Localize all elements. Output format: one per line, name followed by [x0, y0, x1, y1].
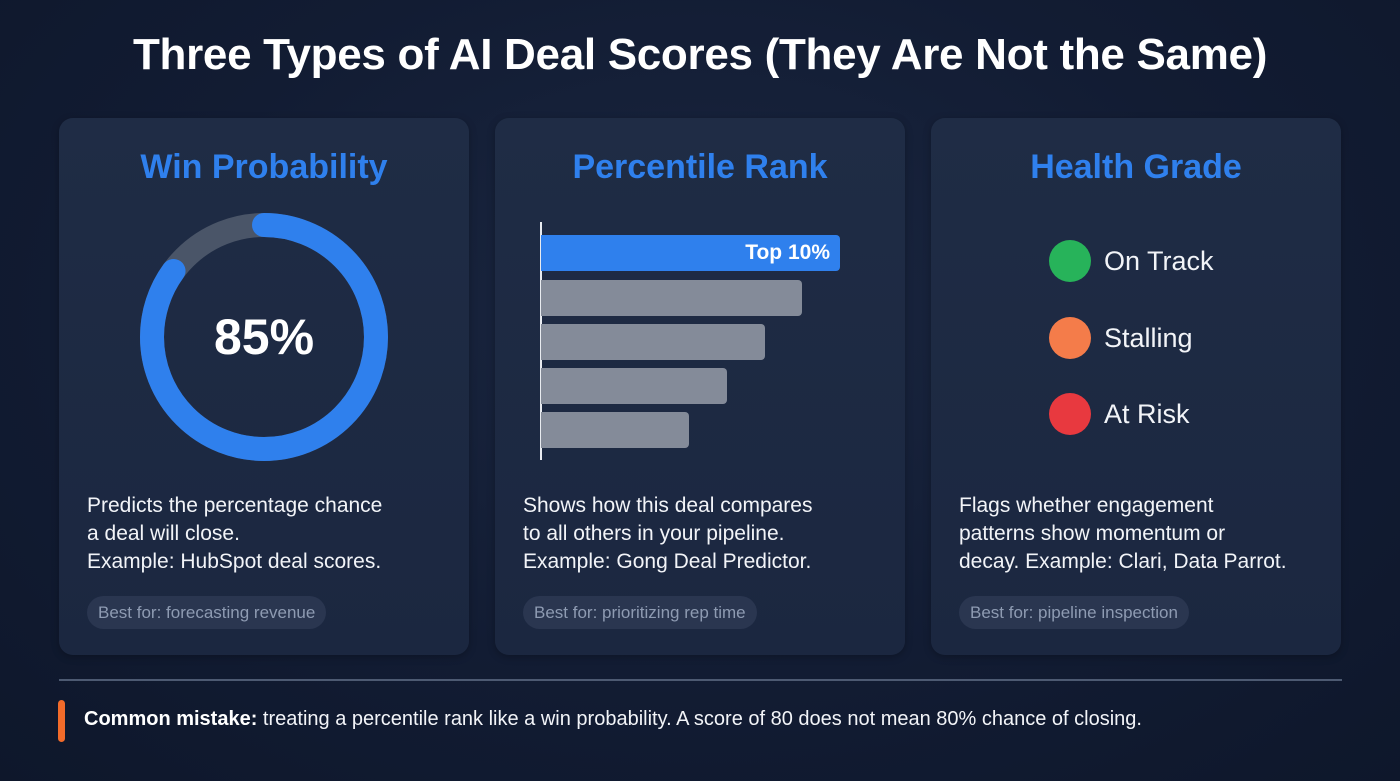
best-for-badge: Best for: pipeline inspection [959, 596, 1189, 629]
card-title: Win Probability [140, 148, 388, 186]
status-at-risk: At Risk [1049, 393, 1190, 435]
best-for-badge: Best for: prioritizing rep time [523, 596, 757, 629]
note-text: treating a percentile rank like a win pr… [257, 708, 1142, 730]
divider [59, 679, 1342, 681]
card-percentile-rank: Percentile Rank Top 10% Shows how this d… [495, 118, 905, 655]
warning-accent-bar [58, 700, 65, 742]
orange-circle-icon [1049, 317, 1091, 359]
note-label: Common mistake: [84, 708, 258, 730]
best-for-badge: Best for: forecasting revenue [87, 596, 327, 629]
bar [541, 412, 689, 448]
red-circle-icon [1049, 393, 1091, 435]
green-circle-icon [1049, 240, 1091, 282]
card-description: Flags whether engagement patterns show m… [959, 494, 1287, 573]
bar [541, 280, 802, 316]
status-stalling: Stalling [1049, 317, 1193, 359]
bar [541, 324, 765, 360]
donut-value: 85% [213, 309, 315, 365]
bar [541, 368, 727, 404]
donut-ring-icon [140, 213, 388, 461]
card-health-grade: Health Grade On Track Stalling At Risk F… [931, 118, 1341, 655]
card-title: Health Grade [1030, 148, 1242, 186]
page-title: Three Types of AI Deal Scores (They Are … [132, 30, 1268, 79]
donut-chart: 85% [139, 212, 389, 462]
card-win-probability: Win Probability 85% Predicts the percent… [59, 118, 469, 655]
common-mistake-note: Common mistake: treating a percentile ra… [84, 708, 1142, 731]
card-description: Predicts the percentage chance a deal wi… [87, 494, 383, 573]
card-description: Shows how this deal compares to all othe… [523, 494, 813, 573]
card-title: Percentile Rank [572, 148, 828, 186]
bar-top: Top 10% [541, 235, 840, 271]
status-on-track: On Track [1049, 240, 1214, 282]
bar-label: Top 10% [745, 241, 830, 264]
